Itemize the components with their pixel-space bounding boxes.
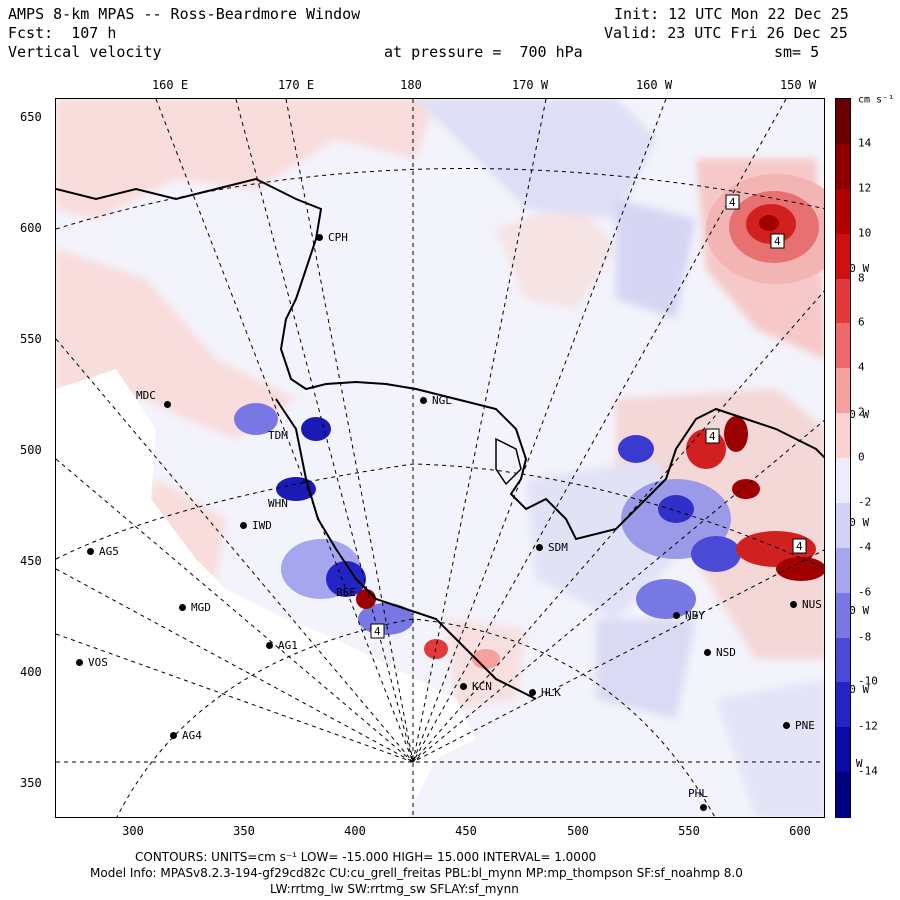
colorbar-tick-label: -10	[858, 674, 878, 688]
station-MDC: MDC	[136, 389, 171, 408]
coastal-cells	[234, 403, 500, 669]
station-AG5: AG5	[87, 545, 119, 558]
model-info: Model Info: MPASv8.2.3-194-gf29cd82c CU:…	[90, 866, 743, 880]
y-tick: 450	[20, 554, 42, 568]
colorbar-tick-label: 4	[858, 360, 865, 374]
y-tick: 400	[20, 665, 42, 679]
coastline	[56, 177, 824, 541]
colorbar-segment	[836, 592, 850, 638]
forecast-hour: Fcst: 107 h	[8, 24, 117, 42]
station-HLK: HLK	[529, 686, 561, 699]
colorbar-tick-label: -12	[858, 719, 878, 733]
station-CPH: CPH	[316, 231, 348, 244]
colorbar-tick-label: 12	[858, 181, 872, 195]
svg-text:4: 4	[729, 196, 736, 209]
station-TDM: TDM	[268, 429, 288, 442]
station-SDM: SDM	[536, 541, 568, 554]
colorbar-tick-label: 10	[858, 226, 872, 240]
y-tick: 350	[20, 776, 42, 790]
station-NUS: NUS	[790, 598, 822, 611]
station-AG1: AG1	[266, 639, 298, 652]
station-PNE: PNE	[783, 719, 815, 732]
svg-text:4: 4	[374, 625, 381, 638]
colorbar-tick-label: -4	[858, 540, 872, 554]
station-NSD: NSD	[704, 646, 736, 659]
colorbar-tick-label: 0	[858, 450, 865, 464]
svg-text:4: 4	[709, 430, 716, 443]
x-tick: 600	[789, 824, 811, 838]
colorbar-segment	[836, 502, 850, 549]
y-tick: 650	[20, 110, 42, 124]
top-lon-label: 170 W	[511, 78, 549, 92]
colorbar-segment	[836, 547, 850, 594]
colorbar-tick-label: 14	[858, 136, 872, 150]
valid-time: Valid: 23 UTC Fri 26 Dec 25	[604, 24, 848, 42]
colorbar-segment	[836, 637, 850, 683]
station-BEE: BEE	[336, 586, 356, 599]
colorbar-segment	[836, 143, 850, 190]
colorbar-segment	[836, 413, 850, 459]
top-lon-label: 160 W	[635, 78, 673, 92]
y-tick: 600	[20, 221, 42, 235]
colorbar-segment	[836, 682, 850, 728]
station-MGD: MGD	[179, 601, 211, 614]
station-AG4: AG4	[170, 729, 202, 742]
colorbar-units: cm s⁻¹	[858, 94, 895, 106]
colorbar-segment	[836, 99, 850, 145]
colorbar-segment	[836, 233, 850, 279]
model-info-2: LW:rrtmg_lw SW:rrtmg_sw SFLAY:sf_mynn	[270, 882, 519, 896]
colorbar-tick-label: -8	[858, 630, 872, 643]
pressure-level: at pressure = 700 hPa	[384, 43, 583, 61]
masked-terrain	[56, 369, 476, 817]
transantarctic-coast	[275, 398, 537, 700]
smoothing: sm= 5	[774, 43, 820, 61]
init-time: Init: 12 UTC Mon 22 Dec 25	[614, 5, 849, 23]
colorbar-segment	[836, 727, 850, 773]
top-lon-label: 160 E	[151, 78, 189, 92]
colorbar-tick-label: 6	[858, 315, 865, 329]
station-PHL: PHL	[688, 787, 708, 811]
contour-labels: 4 4 4 4 4	[370, 194, 807, 639]
roosevelt-island	[495, 437, 522, 486]
top-lon-label: 180	[400, 78, 422, 92]
colorbar-segment	[836, 368, 850, 414]
station-NBY: NBY	[673, 609, 705, 622]
top-lon-label: 150 W	[779, 78, 817, 92]
colorbar-tick-label: -2	[858, 495, 872, 509]
colorbar-tick-label: -6	[858, 585, 872, 599]
colorbar-segment	[836, 323, 850, 369]
x-tick: 300	[122, 824, 144, 838]
station-IWD: IWD	[240, 519, 272, 532]
y-tick: 550	[20, 332, 42, 346]
x-tick: 450	[455, 824, 477, 838]
variable-name: Vertical velocity	[8, 43, 162, 61]
colorbar	[835, 98, 851, 818]
x-tick: 400	[344, 824, 366, 838]
y-tick: 500	[20, 443, 42, 457]
colorbar-tick-label: -14	[858, 764, 878, 778]
svg-text:4: 4	[796, 540, 803, 553]
graticule	[56, 99, 824, 817]
svg-text:4: 4	[774, 235, 781, 248]
x-tick: 500	[567, 824, 589, 838]
x-tick: 350	[233, 824, 255, 838]
colorbar-segment	[836, 278, 850, 324]
x-tick: 550	[678, 824, 700, 838]
station-KCN: KCN	[460, 680, 492, 693]
contour-info: CONTOURS: UNITS=cm s⁻¹ LOW= -15.000 HIGH…	[135, 850, 597, 864]
station-WHN: WHN	[268, 497, 288, 510]
top-lon-label: 170 E	[277, 78, 315, 92]
colorbar-segment	[836, 188, 850, 235]
chart-title: AMPS 8-km MPAS -- Ross-Beardmore Window	[8, 5, 361, 23]
station-NGL: NGL	[420, 394, 452, 407]
map-panel: 4 4 4 4 4 CPH NGL MDC TDM WHN IWD AG5 SD…	[55, 98, 825, 818]
colorbar-segment	[836, 458, 850, 504]
colorbar-tick-label: 8	[858, 271, 865, 284]
station-VOS: VOS	[76, 656, 108, 669]
colorbar-tick-label: 2	[858, 405, 865, 419]
colorbar-segment	[836, 772, 850, 818]
map-svg: 4 4 4 4 4	[56, 99, 824, 817]
